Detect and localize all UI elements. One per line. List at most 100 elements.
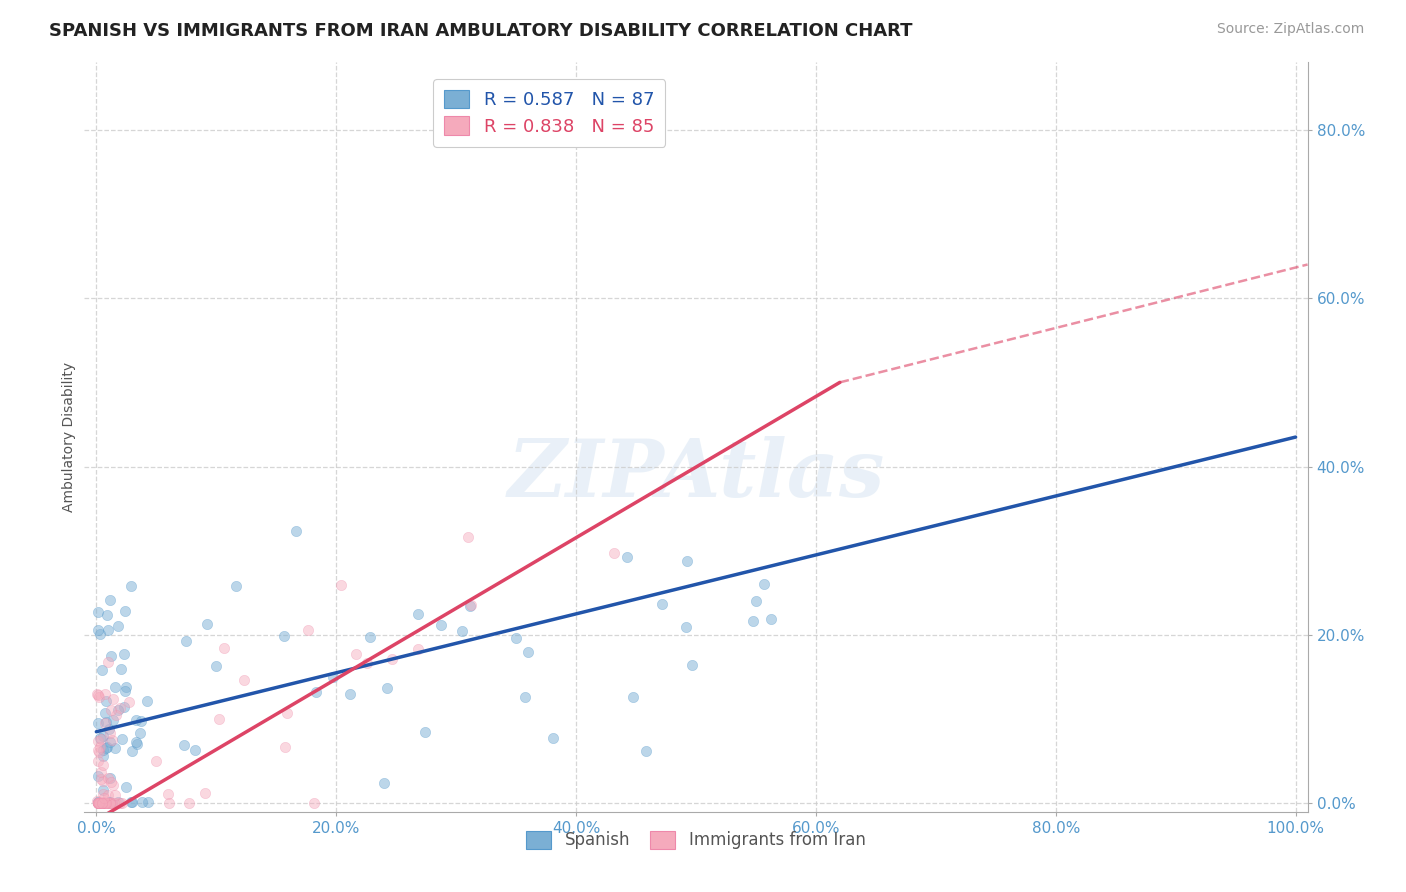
Point — [184, 742, 207, 756]
Point — [89, 796, 111, 810]
Point — [742, 614, 765, 628]
Point — [91, 796, 114, 810]
Y-axis label: Ambulatory Disability: Ambulatory Disability — [62, 362, 76, 512]
Point — [212, 641, 235, 656]
Point — [91, 783, 114, 797]
Point — [322, 670, 344, 684]
Point — [107, 703, 129, 717]
Point — [98, 722, 121, 736]
Point — [89, 796, 111, 810]
Point — [118, 695, 141, 709]
Point — [90, 796, 112, 810]
Point — [381, 652, 404, 666]
Point — [157, 796, 180, 810]
Point — [305, 685, 328, 699]
Point — [100, 703, 122, 717]
Point — [94, 741, 117, 756]
Point — [458, 599, 481, 613]
Point — [101, 733, 124, 747]
Point — [104, 680, 127, 694]
Point — [121, 744, 143, 758]
Point — [174, 634, 197, 648]
Point — [603, 546, 626, 560]
Point — [87, 743, 110, 757]
Point — [98, 796, 121, 810]
Point — [634, 744, 657, 758]
Point — [90, 796, 112, 810]
Point — [94, 796, 117, 810]
Point — [505, 631, 527, 645]
Point — [177, 796, 200, 810]
Point — [516, 645, 538, 659]
Point — [96, 739, 118, 754]
Point — [759, 612, 782, 626]
Point — [86, 734, 108, 748]
Point — [86, 796, 108, 810]
Point — [87, 796, 110, 810]
Point — [616, 550, 638, 565]
Point — [460, 598, 482, 612]
Point — [676, 554, 699, 568]
Point — [100, 648, 122, 663]
Point — [90, 764, 112, 779]
Point — [96, 796, 118, 810]
Point — [330, 577, 353, 591]
Point — [120, 796, 142, 810]
Point — [87, 690, 110, 705]
Point — [91, 730, 114, 744]
Point — [94, 687, 117, 701]
Point — [304, 796, 326, 810]
Point — [97, 655, 120, 669]
Point — [98, 734, 121, 748]
Point — [115, 780, 138, 794]
Point — [457, 530, 479, 544]
Point — [86, 796, 108, 810]
Point — [543, 731, 565, 745]
Point — [93, 706, 115, 720]
Point — [373, 775, 395, 789]
Point — [89, 745, 111, 759]
Point — [87, 716, 110, 731]
Point — [110, 731, 132, 746]
Point — [97, 788, 120, 802]
Point — [87, 796, 110, 810]
Point — [98, 796, 121, 810]
Point — [205, 659, 228, 673]
Point — [104, 740, 127, 755]
Point — [129, 726, 152, 740]
Point — [359, 630, 381, 644]
Point — [100, 796, 122, 810]
Point — [121, 796, 143, 810]
Point — [101, 692, 124, 706]
Point — [451, 624, 474, 639]
Point — [86, 796, 108, 810]
Point — [90, 731, 112, 746]
Point — [90, 772, 112, 786]
Point — [408, 607, 430, 622]
Point — [90, 796, 112, 810]
Point — [86, 623, 108, 637]
Point — [104, 789, 127, 803]
Point — [127, 737, 149, 751]
Point — [356, 656, 378, 670]
Point — [339, 687, 361, 701]
Point — [129, 714, 152, 728]
Point — [89, 731, 111, 745]
Point — [136, 796, 159, 810]
Point — [375, 681, 398, 695]
Point — [232, 673, 254, 688]
Point — [105, 796, 128, 810]
Point — [90, 796, 112, 810]
Point — [98, 772, 121, 786]
Point — [675, 620, 697, 634]
Text: SPANISH VS IMMIGRANTS FROM IRAN AMBULATORY DISABILITY CORRELATION CHART: SPANISH VS IMMIGRANTS FROM IRAN AMBULATO… — [49, 22, 912, 40]
Point — [651, 597, 673, 611]
Point — [97, 624, 120, 638]
Point — [89, 796, 111, 810]
Point — [96, 796, 118, 810]
Point — [103, 796, 125, 810]
Point — [131, 796, 153, 810]
Point — [408, 641, 430, 656]
Point — [276, 706, 298, 720]
Point — [97, 771, 120, 785]
